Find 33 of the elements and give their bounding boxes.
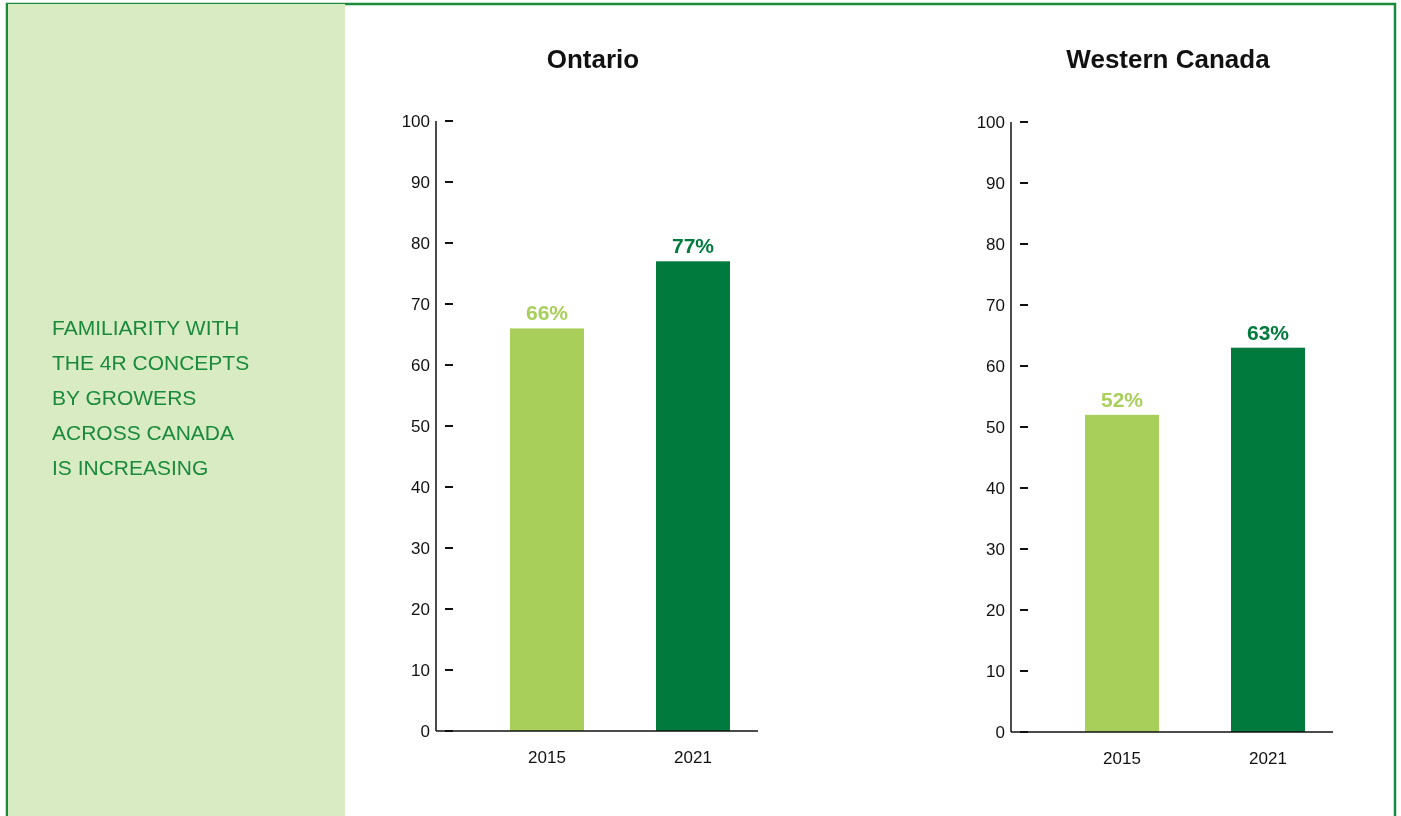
y-tick-label: 40 [986, 478, 1005, 498]
y-tick-label: 100 [976, 112, 1005, 132]
y-tick-label: 20 [411, 599, 430, 619]
y-tick-label: 30 [411, 538, 430, 558]
y-tick-label: 60 [411, 355, 430, 375]
y-tick-label: 90 [986, 173, 1005, 193]
x-tick-label: 2021 [1249, 749, 1287, 768]
y-tick-label: 100 [401, 111, 430, 131]
y-tick-label: 40 [411, 477, 430, 497]
y-tick-label: 30 [986, 539, 1005, 559]
data-label: 52% [1100, 387, 1144, 411]
y-tick-label: 50 [411, 416, 430, 436]
data-label: 77% [671, 234, 715, 258]
y-tick-label: 20 [986, 600, 1005, 620]
y-tick-label: 0 [995, 722, 1005, 742]
y-tick-label: 70 [411, 294, 430, 314]
chart-title: Western Canada [1066, 44, 1271, 74]
x-tick-label: 2015 [528, 748, 566, 767]
data-label: 66% [525, 301, 569, 325]
y-tick-label: 60 [986, 356, 1005, 376]
x-tick-label: 2015 [1103, 749, 1141, 768]
y-tick-label: 10 [411, 660, 430, 680]
y-tick-label: 80 [411, 233, 430, 253]
text: FAMILIARITY WITH THE 4R CONCEPTS BY GROWERS ACROSS CANADA IS INCREASING [52, 316, 250, 479]
x-tick-label: 2021 [674, 748, 712, 767]
y-tick-label: 0 [420, 721, 430, 741]
y-tick-label: 70 [986, 295, 1005, 315]
chart-title: Ontario [546, 44, 640, 74]
y-tick-label: 50 [986, 417, 1005, 437]
y-tick-label: 80 [986, 234, 1005, 254]
y-tick-label: 10 [986, 661, 1005, 681]
y-tick-label: 90 [411, 172, 430, 192]
data-label: 63% [1246, 320, 1290, 344]
